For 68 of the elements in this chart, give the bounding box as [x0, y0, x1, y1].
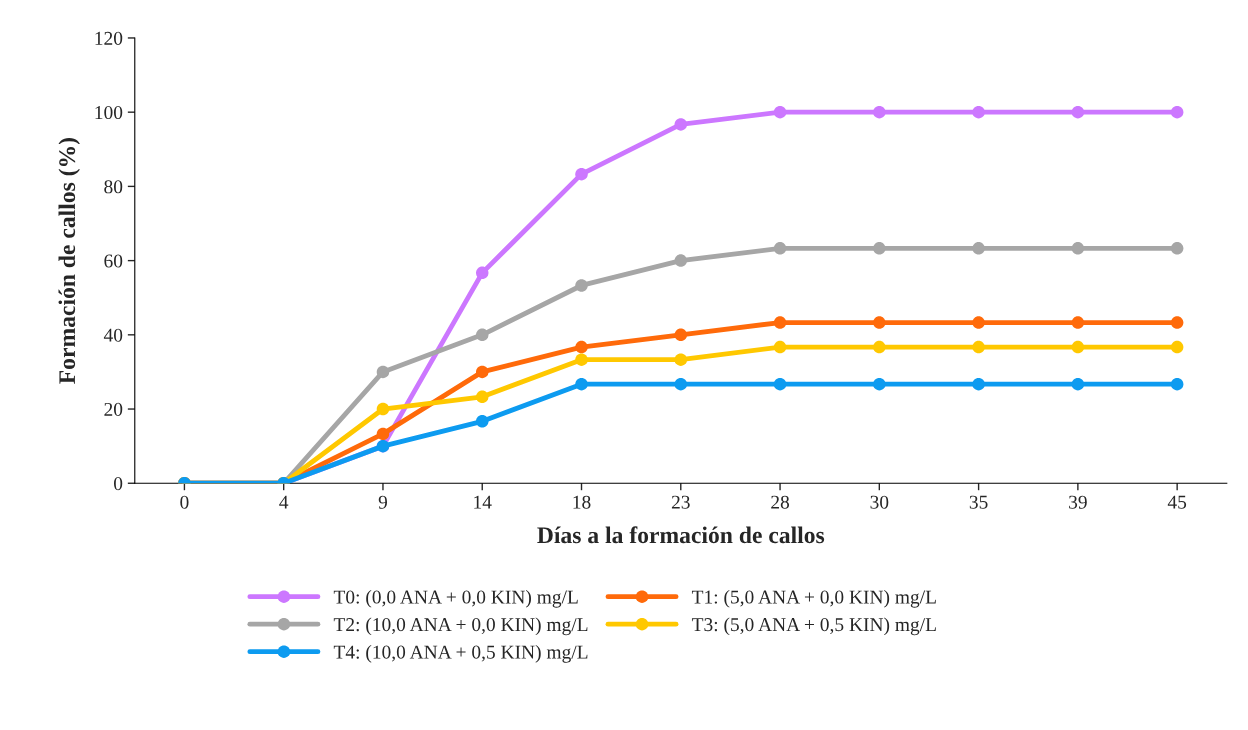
point: [873, 316, 886, 329]
point: [475, 415, 489, 428]
legend-label: T4: (10,0 ANA + 0,5 KIN) mg/L: [333, 645, 588, 663]
x-tick-label: 0: [180, 495, 189, 509]
x-tick-label: 9: [378, 495, 388, 509]
point: [1071, 105, 1085, 119]
point: [1170, 377, 1184, 391]
legend-label: T3: (5,0 ANA + 0,5 KIN) mg/L: [691, 617, 936, 636]
x-tick-label: 4: [279, 495, 289, 509]
point: [773, 377, 787, 391]
point: [575, 377, 588, 391]
legend-label: T1: (5,0 ANA + 0,0 KIN) mg/L: [691, 589, 936, 608]
point: [773, 105, 787, 119]
point: [674, 118, 688, 131]
point: [773, 340, 787, 354]
y-tick-label: 120: [95, 31, 123, 45]
y-tick-label: 80: [104, 180, 123, 194]
point: [972, 242, 985, 255]
point: [475, 266, 489, 280]
point: [972, 105, 985, 119]
point: [972, 316, 985, 329]
point: [1071, 316, 1085, 329]
point: [475, 365, 489, 379]
y-axis-title: Formación de callos (%): [58, 138, 80, 384]
point: [873, 105, 886, 119]
y-tick-label: 20: [104, 402, 123, 416]
point: [475, 328, 489, 342]
point: [1170, 105, 1184, 119]
y-tick-label: 60: [104, 254, 123, 268]
y-tick-label: 0: [114, 477, 123, 491]
point: [972, 377, 985, 391]
point: [674, 353, 688, 366]
point: [873, 340, 886, 354]
point: [1071, 377, 1085, 391]
legend-label: T0: (0,0 ANA + 0,0 KIN) mg/L: [333, 589, 578, 608]
point: [575, 353, 588, 366]
point: [674, 328, 688, 342]
x-axis-title: Días a la formación de callos: [537, 526, 825, 544]
point: [674, 254, 688, 267]
point: [376, 402, 390, 416]
point: [773, 242, 787, 255]
x-tick-label: 45: [1167, 495, 1187, 509]
point: [773, 316, 787, 329]
point: [674, 377, 688, 391]
point: [972, 340, 985, 354]
x-tick-label: 18: [573, 495, 591, 509]
x-tick-label: 23: [671, 495, 690, 509]
point: [1071, 242, 1085, 255]
point: [575, 279, 588, 292]
point: [873, 377, 886, 391]
point: [376, 427, 390, 441]
point: [1170, 316, 1184, 329]
point: [873, 242, 886, 255]
x-tick-label: 28: [771, 495, 790, 509]
x-tick-label: 35: [969, 495, 988, 509]
point: [1170, 242, 1184, 255]
point: [376, 365, 390, 379]
x-tick-label: 30: [870, 495, 889, 509]
legend-label: T2: (10,0 ANA + 0,0 KIN) mg/L: [333, 617, 588, 636]
point: [575, 340, 588, 354]
x-tick-label: 39: [1069, 495, 1087, 509]
point: [1071, 340, 1085, 354]
point: [1170, 340, 1184, 354]
point: [575, 167, 588, 181]
y-tick-label: 100: [95, 105, 123, 120]
y-tick-label: 40: [103, 328, 123, 342]
point: [475, 390, 489, 404]
x-tick-label: 14: [474, 495, 492, 509]
